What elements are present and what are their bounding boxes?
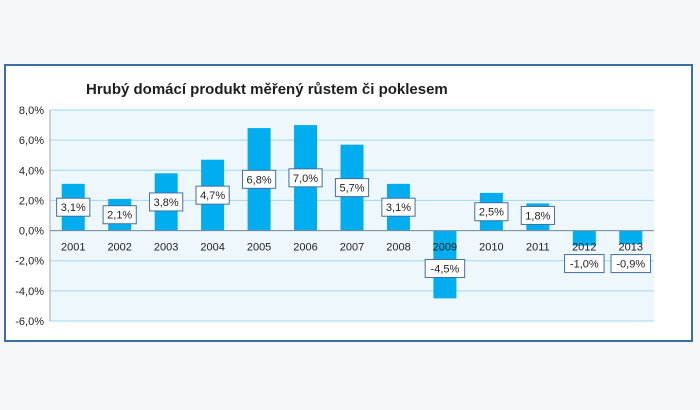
data-label: 3,8% (149, 192, 184, 212)
data-label: 3,1% (381, 197, 416, 217)
y-tick-label: -4,0% (15, 286, 44, 298)
data-label-box (334, 178, 370, 198)
data-label-box (102, 205, 137, 225)
data-label-box (56, 197, 91, 217)
data-label: 2,5% (474, 202, 509, 222)
data-label: 6,8% (241, 169, 277, 189)
data-label-box (424, 258, 466, 278)
y-tick-label: 0,0% (19, 226, 44, 238)
data-label: -0,9% (610, 254, 652, 274)
data-label: 3,1% (56, 197, 91, 217)
bar (572, 230, 596, 246)
data-label-box (520, 205, 555, 225)
x-tick-label: 2001 (61, 242, 85, 254)
x-tick-label: 2011 (526, 242, 550, 254)
data-label-text: 7,0% (293, 173, 318, 185)
x-tick-label: 2013 (619, 242, 643, 254)
data-labels: 3,1% 2,1% 3,8% 4,7% 6,8% 7,0% 5,7% 3,1% -4,5% 2,5… (56, 168, 652, 278)
data-label: 5,7% (334, 178, 370, 198)
data-label-box (610, 254, 652, 274)
data-label-box (241, 169, 277, 189)
data-label-text: 5,7% (339, 183, 364, 195)
x-tick-label: 2005 (247, 242, 271, 254)
x-tick-label: 2012 (572, 242, 596, 254)
x-tick-label: 2007 (340, 242, 364, 254)
x-tick-label: 2004 (200, 242, 224, 254)
x-tick-label: 2008 (386, 242, 410, 254)
y-tick-label: -6,0% (15, 316, 44, 328)
data-label-text: -1,0% (570, 259, 599, 271)
x-tick-label: 2003 (154, 242, 178, 254)
y-tick-label: 6,0% (19, 135, 44, 147)
y-tick-label: 4,0% (19, 165, 44, 177)
data-label-text: 3,1% (61, 202, 86, 214)
data-label-box (149, 192, 184, 212)
bar (619, 230, 643, 245)
data-label-text: 3,8% (154, 197, 179, 209)
data-label: -1,0% (564, 254, 605, 274)
data-label-text: 2,5% (479, 207, 504, 219)
data-label: 1,8% (520, 205, 555, 225)
y-tick-label: -2,0% (15, 256, 44, 268)
data-label: -4,5% (424, 258, 466, 278)
data-label: 7,0% (288, 168, 323, 188)
axes: 8,0% 6,0% 4,0% 2,0% 0,0% -2,0% -4,0% -6,0% 2001 2… (15, 105, 654, 328)
x-tick-label: 2002 (107, 242, 131, 254)
data-label-text: 4,7% (200, 190, 225, 202)
y-tick-label: 2,0% (19, 195, 44, 207)
data-label-box (288, 168, 323, 188)
x-tick-label: 2010 (479, 242, 503, 254)
data-label-box (381, 197, 416, 217)
data-label-text: 2,1% (107, 210, 132, 222)
x-tick-label: 2006 (293, 242, 317, 254)
data-label-text: 1,8% (525, 210, 550, 222)
data-label-text: 3,1% (386, 202, 411, 214)
chart-title: Hrubý domácí produkt měřený růstem či po… (86, 81, 448, 98)
data-label-text: -0,9% (616, 259, 645, 271)
data-label-text: 6,8% (247, 174, 272, 186)
x-tick-label: 2009 (433, 242, 457, 254)
data-label: 2,1% (102, 205, 137, 225)
y-tick-label: 8,0% (19, 105, 44, 117)
data-label: 4,7% (195, 185, 230, 205)
data-label-box (564, 254, 605, 274)
data-label-box (195, 185, 230, 205)
data-label-text: -4,5% (431, 263, 460, 275)
data-label-box (474, 202, 509, 222)
